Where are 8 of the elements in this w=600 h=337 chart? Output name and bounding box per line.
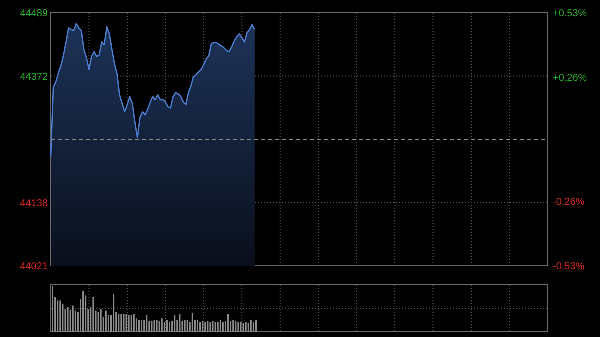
- y2-tick-label: +0.26%: [553, 72, 588, 84]
- y2-tick-label: +0.53%: [553, 8, 588, 20]
- y-tick-label: 44372: [20, 72, 48, 83]
- y-tick-label: 44489: [20, 8, 48, 20]
- y2-tick-label: -0.53%: [553, 262, 585, 272]
- y-tick-label: 44021: [20, 262, 48, 272]
- y-tick-label: 44138: [20, 198, 48, 210]
- y2-tick-label: -0.26%: [553, 197, 585, 208]
